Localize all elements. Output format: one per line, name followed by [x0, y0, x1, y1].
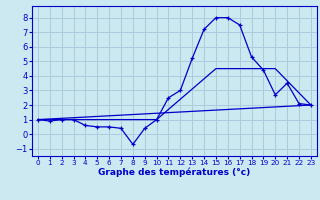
X-axis label: Graphe des températures (°c): Graphe des températures (°c): [98, 168, 251, 177]
